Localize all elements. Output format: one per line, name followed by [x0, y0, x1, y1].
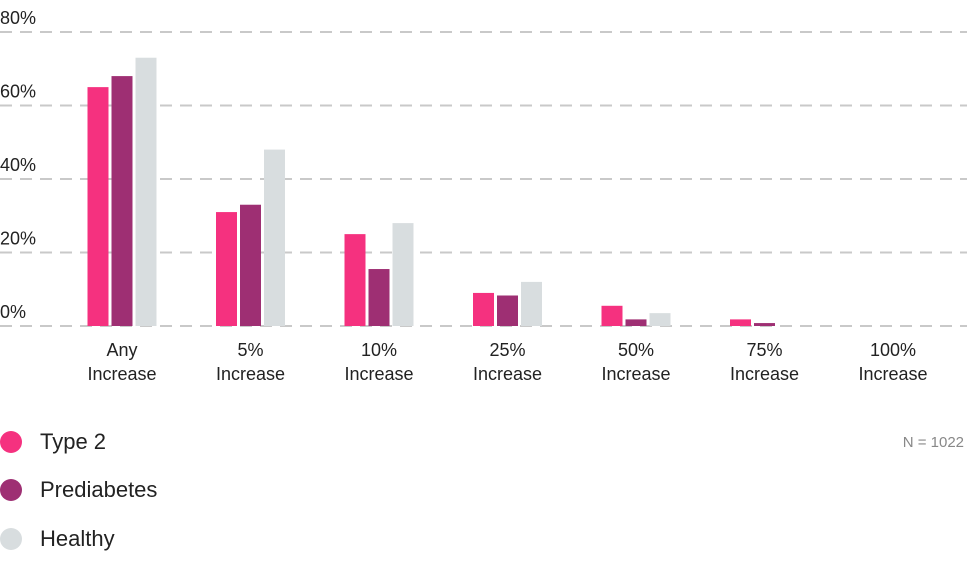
- y-tick-label: 60%: [0, 82, 36, 102]
- y-tick-label: 0%: [0, 302, 26, 322]
- legend-label-prediabetes: Prediabetes: [40, 477, 158, 502]
- bar-type-2: [473, 292, 494, 326]
- bar-prediabetes: [111, 76, 133, 326]
- bar-type-2: [601, 305, 623, 326]
- bar-type-2: [344, 234, 366, 326]
- legend-item-healthy: Healthy: [0, 524, 115, 554]
- x-category-label: Any Increase: [87, 340, 156, 384]
- grid-lines: [0, 31, 967, 327]
- bar-healthy: [521, 281, 542, 326]
- bar-prediabetes: [240, 204, 261, 326]
- x-category-label: 10% Increase: [344, 340, 413, 384]
- bar-prediabetes: [368, 269, 390, 326]
- x-category-label: 100% Increase: [858, 340, 927, 384]
- bar-type-2: [87, 87, 109, 326]
- legend-label-type-2: Type 2: [40, 429, 107, 454]
- bars: [87, 57, 775, 326]
- x-category-label: 75% Increase: [730, 340, 799, 384]
- legend-dot-type-2: [0, 431, 22, 453]
- legend-item-prediabetes: Prediabetes: [0, 475, 157, 505]
- x-category-label: 50% Increase: [601, 340, 670, 384]
- y-tick-label: 80%: [0, 8, 36, 28]
- bar-healthy: [392, 223, 414, 326]
- bar-prediabetes: [625, 319, 647, 326]
- x-category-label: 5% Increase: [216, 340, 285, 384]
- bar-type-2: [730, 319, 751, 326]
- y-tick-label: 20%: [0, 229, 36, 249]
- y-axis-ticks: 0% 20% 40% 60% 80%: [0, 8, 36, 322]
- bar-prediabetes: [497, 295, 518, 326]
- legend-dot-prediabetes: [0, 479, 22, 501]
- x-category-label: 25% Increase: [473, 340, 542, 384]
- bar-prediabetes: [754, 323, 775, 326]
- legend-dot-healthy: [0, 528, 22, 550]
- bar-healthy: [135, 57, 157, 326]
- bar-type-2: [216, 212, 237, 326]
- legend-label-healthy: Healthy: [40, 526, 115, 551]
- bar-chart: 0% 20% 40% 60% 80% Any Increase 5% Increase 10% I…: [0, 8, 967, 384]
- bar-healthy: [649, 313, 671, 326]
- x-axis-categories: Any Increase 5% Increase 10% Increase 25% Incre…: [87, 340, 927, 384]
- bar-healthy: [264, 149, 285, 326]
- y-tick-label: 40%: [0, 155, 36, 175]
- sample-size-note: N = 1022: [902, 434, 964, 451]
- legend-item-type-2: Type 2: [0, 427, 106, 457]
